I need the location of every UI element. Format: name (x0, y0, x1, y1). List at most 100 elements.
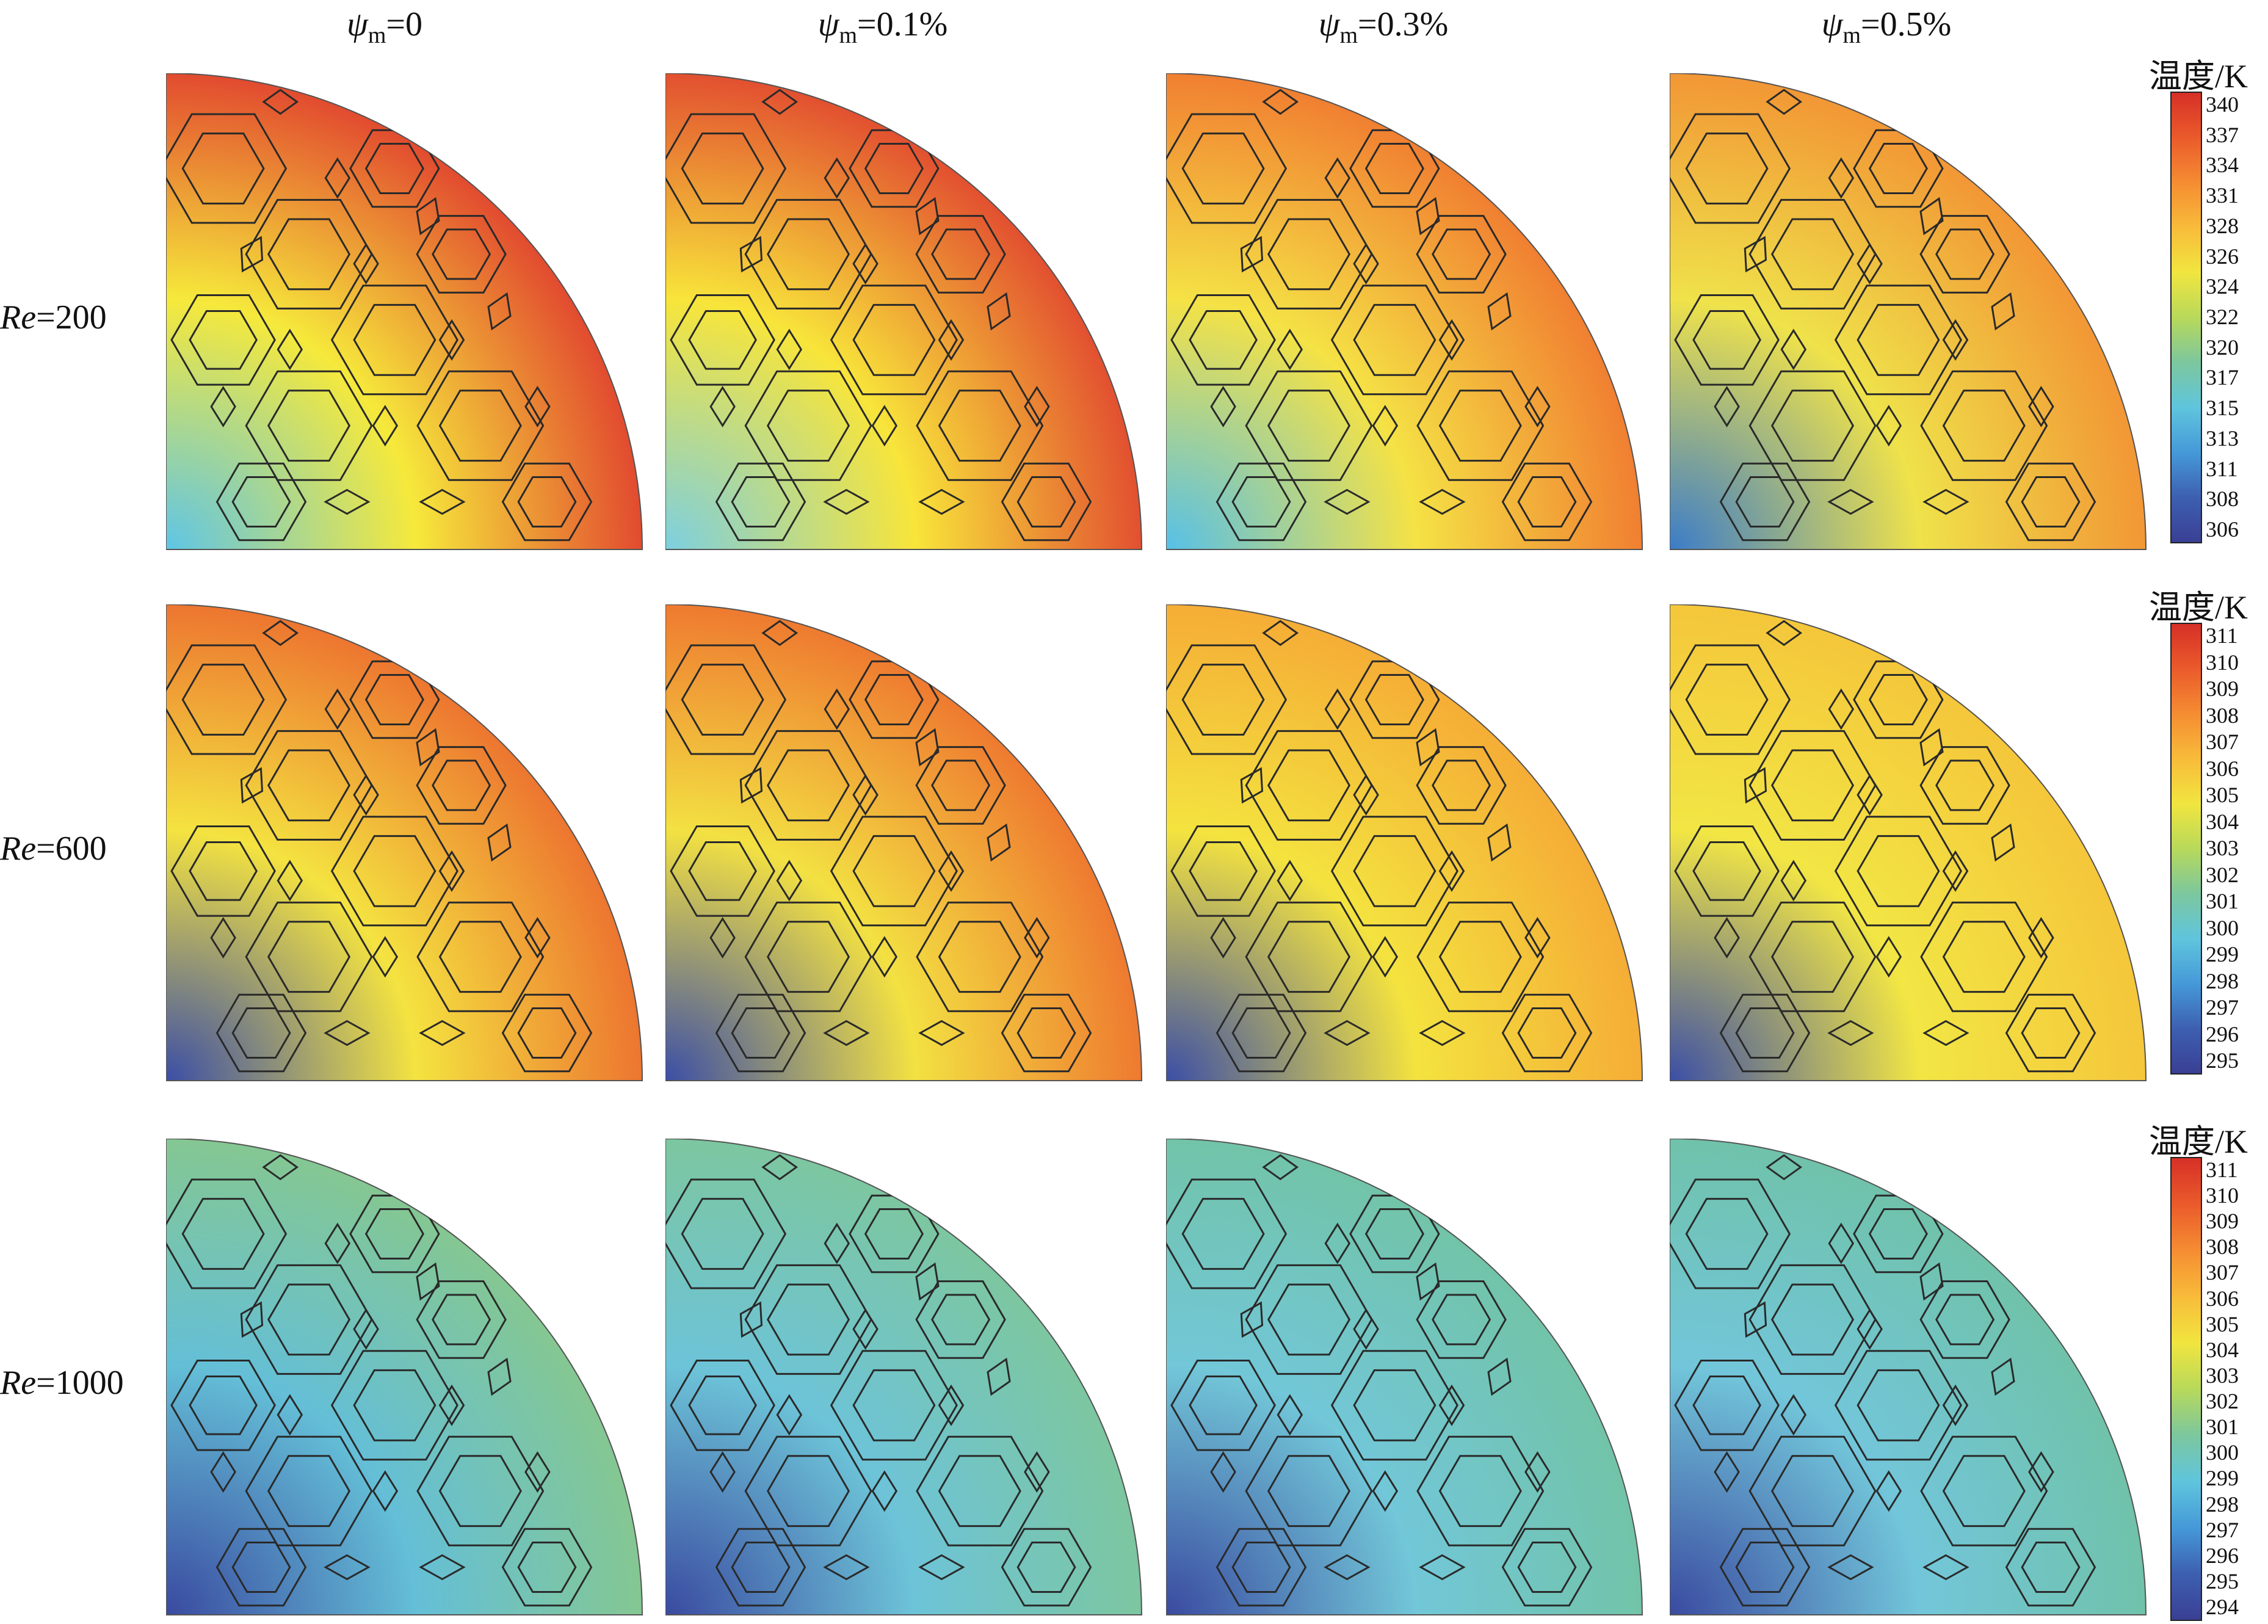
hexagon-outer-outline (170, 294, 276, 386)
hexagon-outer-outline (1416, 746, 1507, 825)
rhombus-outline (1277, 1394, 1303, 1436)
rhombus-outline (372, 1470, 399, 1512)
rhombus-outline (1922, 1554, 1969, 1581)
rhombus-outline (1780, 1394, 1807, 1436)
rhombus-outline (1210, 385, 1236, 428)
rhombus-outline (1827, 488, 1874, 515)
hexagon-outer-outline (1674, 825, 1780, 917)
rhombus-outline (1210, 916, 1236, 959)
rhombus-outline (438, 319, 465, 361)
rhombus-outline (1827, 1554, 1874, 1581)
hexagon-outline (438, 390, 522, 462)
psi-value: =0 (386, 5, 422, 43)
hexagon-outline (852, 835, 936, 907)
hexagon-outer-outline (1001, 1528, 1092, 1607)
hexagon-outer-outline (330, 816, 458, 927)
fin-pattern (665, 620, 1092, 1073)
hexagon-outer-outline (330, 1350, 458, 1461)
colorbar-tick-label: 307 (2206, 1260, 2239, 1285)
hexagon-outer-outline (245, 370, 373, 481)
rhombus-outline (1827, 1020, 1874, 1046)
contour-panel-r2-c4 (1670, 604, 2147, 1081)
hexagon-outline (731, 476, 791, 527)
colorbar-tick-label: 322 (2206, 305, 2239, 329)
rhombus-outline (1416, 1262, 1440, 1301)
rhombus-outline (823, 1020, 870, 1046)
hexagon-outer-outline (1245, 1435, 1373, 1546)
rhombus-outline (739, 1301, 763, 1338)
hexagon-outer-outline (916, 901, 1044, 1012)
hexagon-outer-outline (1170, 825, 1276, 917)
hexagon-outer-outline (1719, 993, 1811, 1073)
temperature-field (1166, 604, 1643, 1081)
contour-panel-r1-c3 (1166, 73, 1643, 550)
hexagon-outline (364, 143, 424, 194)
hexagon-outline (1364, 674, 1424, 725)
rhombus-outline (918, 1020, 965, 1046)
hexagon-outline (1438, 921, 1522, 993)
temperature-field (665, 604, 1143, 1081)
colorbar-tick-label: 308 (2206, 703, 2239, 728)
rhombus-outline (438, 850, 465, 892)
contour-panel-r1-c4 (1670, 73, 2147, 550)
rhombus-outline (1857, 774, 1883, 816)
hexagon-outline (864, 143, 924, 194)
rhombus-outline (1714, 1451, 1740, 1493)
hexagon-outline (731, 1542, 791, 1593)
hexagon-outline (864, 1208, 924, 1260)
rhombus-outline (1942, 319, 1969, 361)
rhombus-outline (1991, 823, 2015, 862)
hexagon-outer-outline (1674, 294, 1780, 386)
hexagon-outer-outline (1501, 462, 1593, 542)
rhombus-outline (487, 292, 512, 331)
rhombus-outline (1875, 405, 1902, 447)
hexagon-outer-outline (1330, 816, 1458, 927)
contour-panel-r2-c3 (1166, 604, 1643, 1081)
rhombus-outline (1991, 1357, 2015, 1396)
column-header-3: ψm=0.3% (1170, 5, 1597, 55)
rhombus-outline (324, 688, 351, 730)
rhombus-outline (240, 1301, 264, 1338)
rhombus-outline (1024, 385, 1050, 428)
hexagon-outline (766, 921, 850, 993)
hexagon-outline (852, 1369, 936, 1441)
rhombus-outline (419, 488, 466, 515)
hexagon-outline (1267, 921, 1351, 993)
rhombus-outline (1487, 823, 1512, 862)
rhombus-outline (1277, 860, 1303, 902)
temperature-field (1670, 73, 2147, 550)
hexagon-outline (1857, 1369, 1940, 1441)
rhombus-outline (1942, 850, 1969, 892)
hexagon-outer-outline (1919, 215, 2010, 294)
rhombus-outline (419, 1554, 466, 1581)
hexagon-outer-outline (1416, 901, 1545, 1012)
colorbar-tick-label: 295 (2206, 1568, 2239, 1593)
hexagon-outline (189, 310, 258, 370)
psi-subscript: m (1842, 23, 1861, 49)
rhombus-outline (1024, 1451, 1050, 1493)
hexagon-outline (1353, 835, 1437, 907)
rhombus-outline (487, 1357, 512, 1396)
hexagon-outline (517, 476, 577, 527)
hexagon-outline (517, 1542, 577, 1593)
hexagon-outer-outline (715, 1528, 806, 1607)
colorbar-tick-label: 296 (2206, 1543, 2239, 1568)
rhombus-outline (1487, 292, 1512, 331)
rhombus-outline (938, 850, 965, 892)
hexagon-outline (938, 1455, 1021, 1528)
reynolds-value: =200 (36, 299, 107, 336)
rhombus-outline (1416, 197, 1440, 236)
colorbar-tick-label: 310 (2206, 1183, 2239, 1208)
hexagon-outline (1016, 476, 1076, 527)
rhombus-outline (1524, 916, 1551, 959)
rhombus-outline (277, 328, 303, 371)
hexagon-outer-outline (830, 816, 958, 927)
colorbar-tick-label: 303 (2206, 836, 2239, 860)
colorbar-tick-label: 313 (2206, 426, 2239, 451)
rhombus-outline (324, 1554, 371, 1581)
rhombus-outline (739, 767, 763, 804)
colorbar-tick-label: 301 (2206, 1415, 2239, 1440)
rhombus-outline (353, 242, 379, 285)
hexagon-outer-outline (1216, 1528, 1307, 1607)
column-headers: ψm=0 ψm=0.1% ψm=0.3% ψm=0.5% (0, 0, 2268, 55)
